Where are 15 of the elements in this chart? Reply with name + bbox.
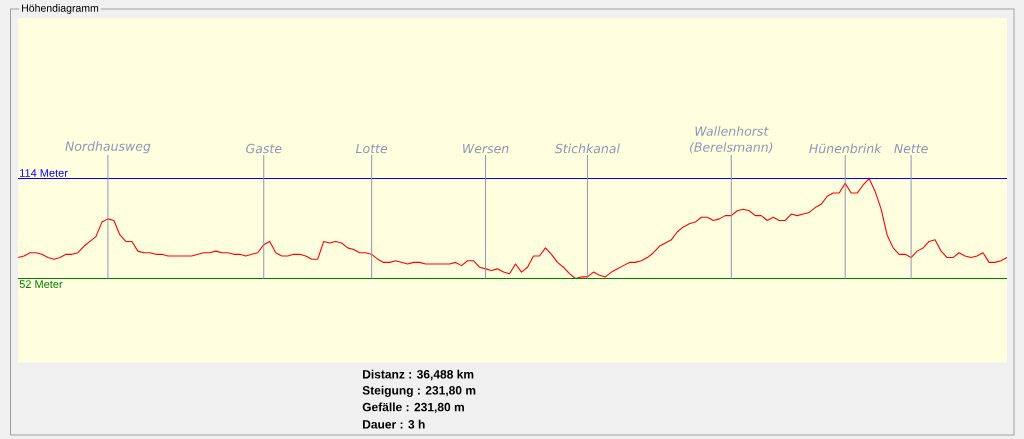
text: Steigung : 231,80 m [362,385,476,398]
chart-title: Höhendiagramm [22,4,99,14]
x-tick-label: Stichkanal [554,143,620,154]
x-tick-label: Gaste [246,143,282,154]
ref-line-label: 114 Meter [20,169,68,177]
x-tick-label: Wersen [463,144,509,154]
text: Gefälle : 231,80 m [362,402,464,414]
x-tick-label: Wallenhorst (Berelsmann) [689,126,773,154]
x-tick-label: Hünenbrink [809,143,882,154]
x-tick-label: Lotte [355,144,388,154]
x-tick-label: Nette [894,144,928,154]
x-tick-label: Nordhausweg [65,141,151,154]
ref-line-label: 52 Meter [19,280,63,289]
text: Dauer : 3 h [363,419,425,429]
text: Distanz : 36,488 km [363,369,474,381]
